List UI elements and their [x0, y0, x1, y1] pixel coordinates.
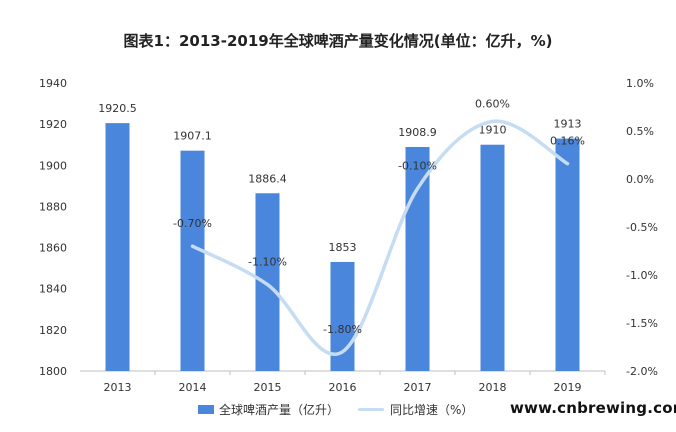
bar-2014	[180, 150, 205, 371]
line-data-label: -0.70%	[173, 217, 212, 230]
legend-line-label: 同比增速（%）	[390, 403, 474, 417]
y-right-tick-label: 0.5%	[626, 125, 654, 138]
y-left-tick-label: 1940	[39, 77, 67, 90]
legend-bar: 全球啤酒产量（亿升）	[198, 401, 339, 418]
x-tick-label: 2019	[554, 381, 582, 394]
legend-line: 同比增速（%）	[358, 401, 473, 418]
y-right-tick-label: 1.0%	[626, 77, 654, 90]
y-right-tick-label: -0.5%	[626, 221, 658, 234]
bar-data-label: 1907.1	[173, 130, 212, 143]
x-tick-label: 2017	[404, 381, 432, 394]
line-data-labels: -0.70% -1.10% -1.80% -0.10% 0.60% 0.16%	[173, 97, 585, 335]
bar-data-label: 1908.9	[398, 126, 437, 139]
x-tick-label: 2016	[329, 381, 357, 394]
y-right-tick-label: -1.5%	[626, 317, 658, 330]
x-tick-label: 2014	[179, 381, 207, 394]
bar-2018	[480, 144, 505, 371]
y-axis-right: -2.0% -1.5% -1.0% -0.5% 0.0% 0.5% 1.0%	[626, 77, 658, 378]
bar-data-labels: 1920.5 1907.1 1886.4 1853 1908.9 1910 1913	[98, 102, 581, 254]
bar-data-label: 1853	[329, 241, 357, 254]
x-tick-label: 2015	[254, 381, 282, 394]
bar-2013	[105, 123, 130, 371]
line-data-label: 0.16%	[550, 135, 585, 148]
legend-bar-swatch	[198, 405, 214, 414]
y-right-tick-label: -2.0%	[626, 365, 658, 378]
y-right-tick-label: -1.0%	[626, 269, 658, 282]
bar-data-label: 1920.5	[98, 102, 137, 115]
bar-data-label: 1886.4	[248, 172, 287, 185]
x-axis-ticks: 2013 2014 2015 2016 2017 2018 2019	[104, 371, 606, 394]
y-axis-left: 1800 1820 1840 1860 1880 1900 1920 1940	[39, 77, 67, 378]
x-tick-label: 2013	[104, 381, 132, 394]
site-url[interactable]: www.cnbrewing.com	[510, 399, 676, 417]
legend-line-swatch	[358, 408, 384, 411]
bar-data-label: 1913	[554, 118, 582, 131]
growth-line	[190, 119, 570, 356]
y-right-tick-label: 0.0%	[626, 173, 654, 186]
line-data-label: -0.10%	[398, 160, 437, 173]
y-left-tick-label: 1860	[39, 242, 67, 255]
bar-2017	[405, 146, 430, 371]
bar-2015	[255, 193, 280, 371]
y-left-tick-label: 1840	[39, 283, 67, 296]
y-left-tick-label: 1900	[39, 159, 67, 172]
bar-data-label: 1910	[479, 124, 507, 137]
y-left-tick-label: 1800	[39, 365, 67, 378]
y-left-tick-label: 1880	[39, 200, 67, 213]
y-left-tick-label: 1820	[39, 324, 67, 337]
line-data-label: 0.60%	[475, 97, 510, 110]
legend-bar-label: 全球啤酒产量（亿升）	[219, 403, 340, 417]
line-data-label: -1.10%	[248, 256, 287, 269]
x-tick-label: 2018	[479, 381, 507, 394]
y-left-tick-label: 1920	[39, 118, 67, 131]
chart-title: 图表1：2013-2019年全球啤酒产量变化情况(单位：亿升，%)	[123, 32, 553, 50]
bar-2019	[555, 138, 580, 371]
line-data-label: -1.80%	[323, 323, 362, 336]
